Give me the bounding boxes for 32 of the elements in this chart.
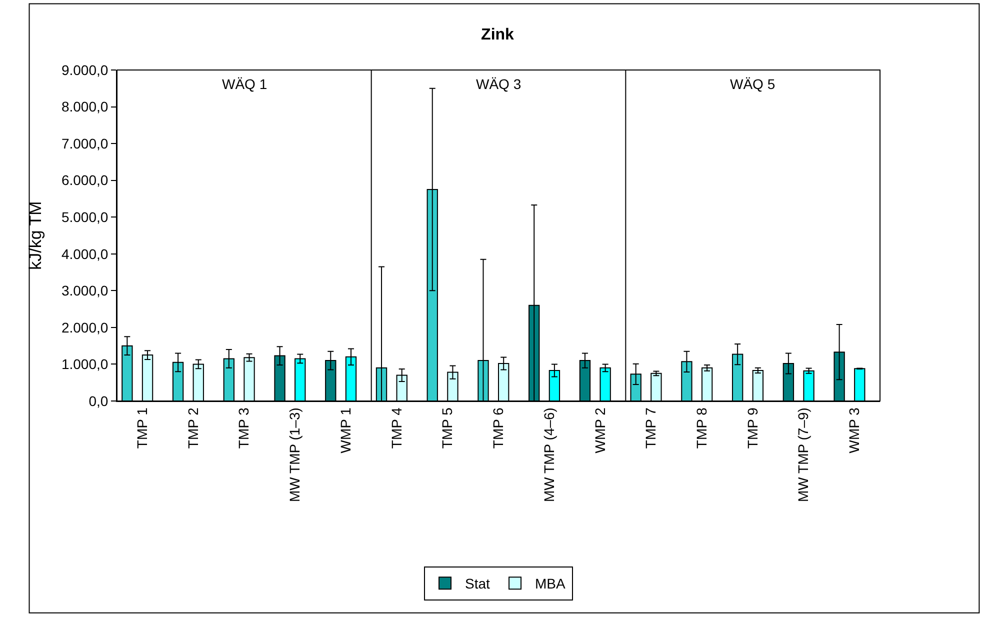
y-tick-label: 6.000,0 xyxy=(61,172,108,188)
x-tick-label: WMP 1 xyxy=(337,407,354,454)
y-tick-label: 9.000,0 xyxy=(61,62,108,78)
y-tick-label: 5.000,0 xyxy=(61,209,108,226)
y-tick-label: 7.000,0 xyxy=(61,135,108,152)
x-tick-label: WMP 3 xyxy=(846,407,862,454)
legend-label: Stat xyxy=(465,576,490,592)
annotation: WÄQ 1 xyxy=(222,76,268,92)
annotation: WÄQ 5 xyxy=(730,76,776,92)
x-tick-label: TMP 9 xyxy=(744,407,760,449)
x-tick-label: WMP 2 xyxy=(592,407,608,454)
y-tick-label: 2.000,0 xyxy=(61,319,108,336)
x-tick-label: TMP 3 xyxy=(236,407,252,449)
x-tick-label: TMP 4 xyxy=(388,407,404,449)
legend-label: MBA xyxy=(535,576,566,592)
y-tick-label: 0,0 xyxy=(88,392,108,409)
x-tick-label: TMP 6 xyxy=(490,407,506,449)
annotation: WÄQ 3 xyxy=(476,76,522,92)
x-tick-label: MW TMP (7–9) xyxy=(795,408,812,502)
x-tick-label: TMP 5 xyxy=(439,407,456,449)
chart-title: Zink xyxy=(481,26,514,44)
y-tick-label: 1.000,0 xyxy=(61,356,108,372)
x-tick-label: TMP 7 xyxy=(642,407,659,449)
y-tick-label: 3.000,0 xyxy=(61,282,108,299)
y-tick-label: 8.000,0 xyxy=(61,98,108,115)
x-tick-label: TMP 1 xyxy=(134,407,150,449)
x-tick-label: TMP 2 xyxy=(184,407,201,449)
x-tick-label: MW TMP (1–3) xyxy=(286,408,303,502)
y-axis-title: kJ/kg TM xyxy=(26,201,46,270)
x-tick-label: MW TMP (4–6) xyxy=(540,408,557,502)
y-tick-label: 4.000,0 xyxy=(61,246,108,262)
x-tick-label: TMP 8 xyxy=(694,407,710,449)
